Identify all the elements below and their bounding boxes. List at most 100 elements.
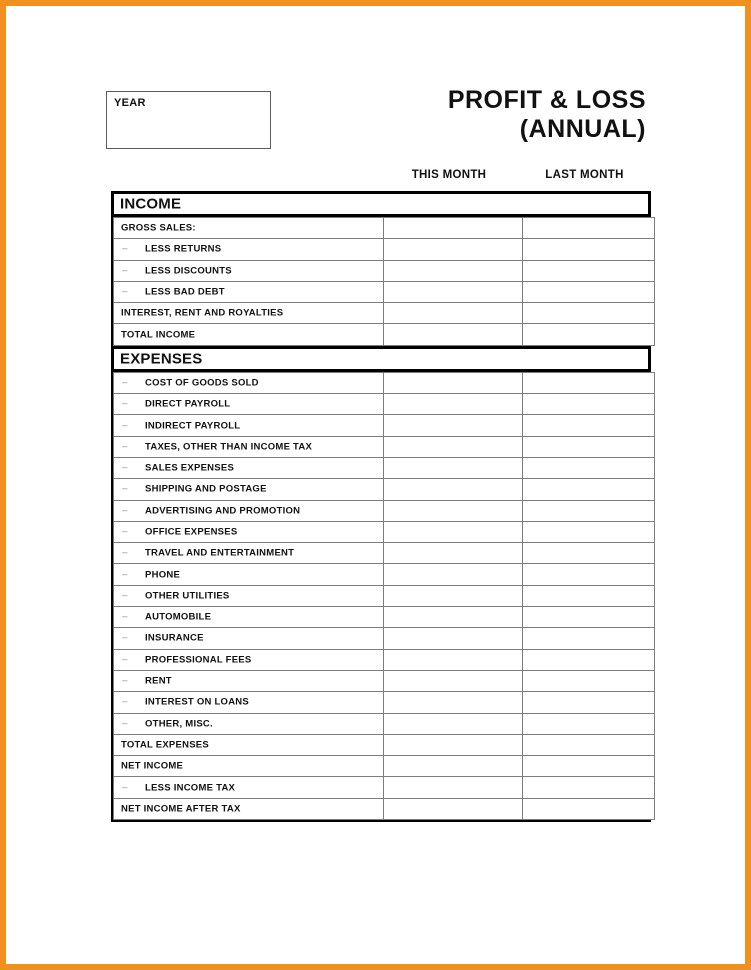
indent-dash-icon: –: [122, 590, 128, 602]
value-cell-this-month[interactable]: [383, 499, 523, 522]
title-line-secondary: (ANNUAL): [519, 115, 646, 143]
value-cell-this-month[interactable]: [383, 371, 523, 395]
indent-dash-icon: –: [122, 675, 128, 687]
table-row: NET INCOME: [113, 755, 655, 778]
value-cell-this-month[interactable]: [383, 606, 523, 629]
value-cell-last-month[interactable]: [522, 280, 655, 304]
value-cell-this-month[interactable]: [383, 456, 523, 480]
row-label-cell: – RENT: [113, 669, 384, 693]
row-label: TOTAL EXPENSES: [121, 739, 209, 751]
value-cell-this-month[interactable]: [383, 584, 523, 608]
value-cell-last-month[interactable]: [522, 216, 655, 240]
row-label: ADVERTISING AND PROMOTION: [145, 505, 301, 517]
row-label-cell: – PROFESSIONAL FEES: [113, 648, 384, 671]
value-cell-last-month[interactable]: [522, 776, 655, 799]
value-cell-this-month[interactable]: [383, 216, 523, 240]
value-cell-this-month[interactable]: [383, 393, 523, 416]
value-cell-this-month[interactable]: [383, 323, 523, 346]
row-label-cell: – LESS BAD DEBT: [113, 280, 384, 304]
row-label: LESS DISCOUNTS: [145, 265, 232, 277]
year-input-box[interactable]: YEAR: [106, 91, 271, 149]
row-label-cell: – AUTOMOBILE: [113, 606, 384, 629]
indent-dash-icon: –: [122, 265, 128, 277]
row-label: LESS INCOME TAX: [145, 782, 236, 794]
value-cell-this-month[interactable]: [383, 259, 523, 282]
value-cell-this-month[interactable]: [383, 712, 523, 735]
value-cell-this-month[interactable]: [383, 520, 523, 544]
value-cell-last-month[interactable]: [522, 712, 655, 735]
table-row: GROSS SALES:: [113, 216, 655, 240]
value-cell-last-month[interactable]: [522, 627, 655, 650]
table-row: – ADVERTISING AND PROMOTION: [113, 499, 655, 522]
value-cell-this-month[interactable]: [383, 755, 523, 778]
row-label: COST OF GOODS SOLD: [145, 377, 259, 389]
row-label: SHIPPING AND POSTAGE: [145, 483, 267, 495]
row-label: GROSS SALES:: [121, 222, 196, 234]
value-cell-this-month[interactable]: [383, 669, 523, 693]
column-header-last-month: LAST MONTH: [545, 169, 624, 181]
value-cell-last-month[interactable]: [522, 563, 655, 586]
value-cell-last-month[interactable]: [522, 584, 655, 608]
value-cell-last-month[interactable]: [522, 606, 655, 629]
value-cell-last-month[interactable]: [522, 669, 655, 693]
income-table: GROSS SALES: – LESS RETURNS – LESS DISCOUNTS…: [113, 216, 655, 346]
value-cell-this-month[interactable]: [383, 238, 523, 261]
table-row: – OTHER, MISC.: [113, 712, 655, 735]
income-rows-group: GROSS SALES: – LESS RETURNS – LESS DISCOUNTS…: [111, 216, 655, 346]
row-label: TAXES, OTHER THAN INCOME TAX: [145, 441, 313, 453]
value-cell-last-month[interactable]: [522, 691, 655, 714]
column-header-captions: THIS MONTH LAST MONTH: [380, 169, 651, 185]
value-cell-last-month[interactable]: [522, 542, 655, 565]
table-row: NET INCOME AFTER TAX: [113, 797, 655, 821]
value-cell-this-month[interactable]: [383, 563, 523, 586]
value-cell-last-month[interactable]: [522, 755, 655, 778]
indent-dash-icon: –: [122, 243, 128, 255]
value-cell-last-month[interactable]: [522, 499, 655, 522]
worksheet-sheet: YEAR PROFIT & LOSS (ANNUAL) THIS MONTH L…: [6, 6, 745, 964]
row-label-cell: – INTEREST ON LOANS: [113, 691, 384, 714]
value-cell-last-month[interactable]: [522, 520, 655, 544]
value-cell-this-month[interactable]: [383, 648, 523, 671]
value-cell-last-month[interactable]: [522, 259, 655, 282]
row-label: INTEREST ON LOANS: [145, 696, 250, 708]
value-cell-last-month[interactable]: [522, 238, 655, 261]
indent-dash-icon: –: [122, 377, 128, 389]
value-cell-this-month[interactable]: [383, 478, 523, 501]
value-cell-last-month[interactable]: [522, 733, 655, 757]
value-cell-last-month[interactable]: [522, 393, 655, 416]
row-label-cell: – INDIRECT PAYROLL: [113, 414, 384, 437]
row-label: TOTAL INCOME: [121, 329, 196, 341]
value-cell-this-month[interactable]: [383, 776, 523, 799]
value-cell-last-month[interactable]: [522, 478, 655, 501]
value-cell-last-month[interactable]: [522, 302, 655, 325]
value-cell-last-month[interactable]: [522, 648, 655, 671]
value-cell-this-month[interactable]: [383, 627, 523, 650]
value-cell-last-month[interactable]: [522, 371, 655, 395]
row-label-cell: NET INCOME: [113, 755, 384, 778]
value-cell-this-month[interactable]: [383, 797, 523, 821]
value-cell-last-month[interactable]: [522, 797, 655, 821]
value-cell-last-month[interactable]: [522, 435, 655, 458]
value-cell-last-month[interactable]: [522, 323, 655, 346]
value-cell-this-month[interactable]: [383, 414, 523, 437]
value-cell-this-month[interactable]: [383, 542, 523, 565]
section-band-income: INCOME: [111, 191, 651, 217]
value-cell-this-month[interactable]: [383, 302, 523, 325]
value-cell-last-month[interactable]: [522, 414, 655, 437]
value-cell-last-month[interactable]: [522, 456, 655, 480]
section-title-income: INCOME: [120, 195, 182, 213]
row-label-cell: – OFFICE EXPENSES: [113, 520, 384, 544]
table-row: – DIRECT PAYROLL: [113, 393, 655, 416]
value-cell-this-month[interactable]: [383, 733, 523, 757]
value-cell-this-month[interactable]: [383, 691, 523, 714]
profit-loss-table: INCOME GROSS SALES: – LESS RETURNS – LESS DI…: [111, 191, 655, 823]
table-row: – LESS RETURNS: [113, 238, 655, 261]
table-row: – OTHER UTILITIES: [113, 584, 655, 608]
row-label: LESS BAD DEBT: [145, 286, 225, 298]
value-cell-this-month[interactable]: [383, 280, 523, 304]
table-row: – LESS INCOME TAX: [113, 776, 655, 799]
row-label: OTHER, MISC.: [145, 718, 213, 730]
row-label: PHONE: [145, 569, 181, 581]
value-cell-this-month[interactable]: [383, 435, 523, 458]
